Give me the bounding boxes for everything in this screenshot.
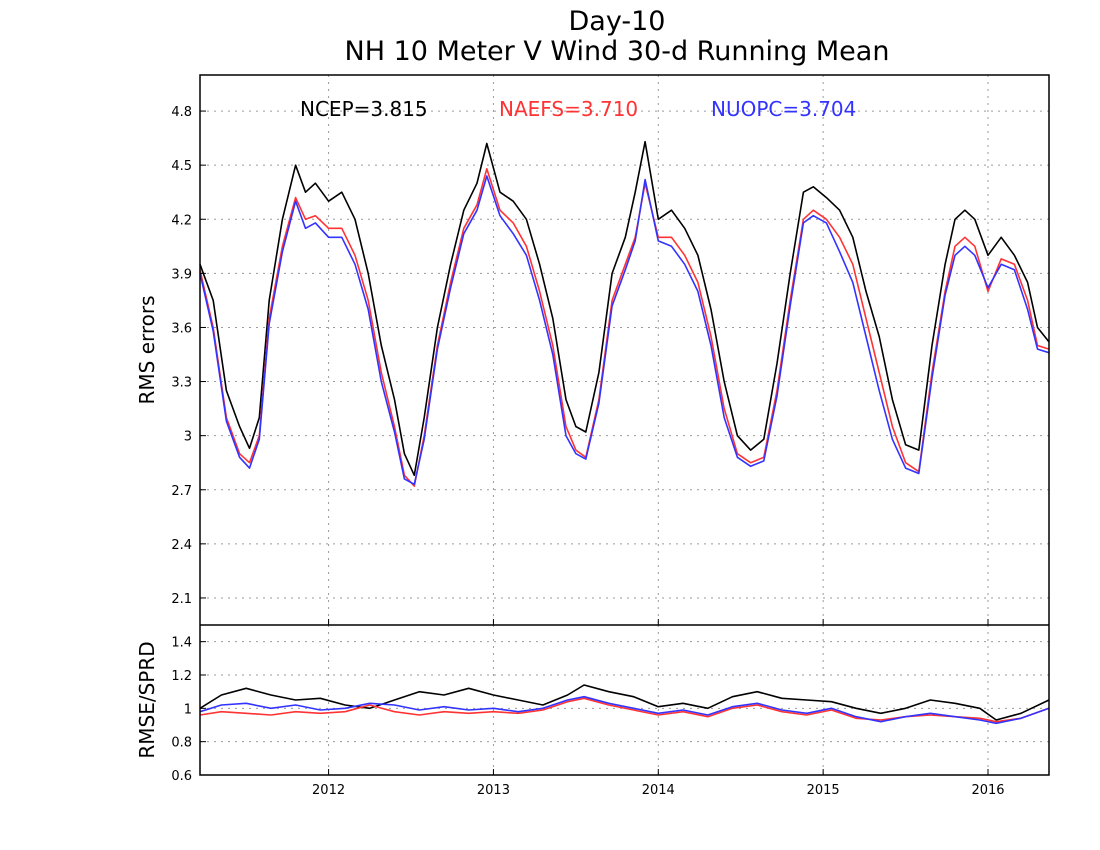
top-y-tick-label: 2.7: [171, 484, 192, 499]
bottom-series-line-ncep: [199, 684, 1050, 721]
x-tick-label: 2015: [807, 783, 840, 798]
x-tick-label: 2016: [971, 783, 1004, 798]
bottom-panel-series: [199, 684, 1050, 725]
top-y-tick-label: 3.6: [171, 321, 192, 336]
bottom-y-tick-label: 0.6: [171, 769, 192, 784]
top-panel-ticks: 2.1 2.4 2.7 3 3.3 3.6 3.9 4.2 4.5 4.8: [171, 105, 989, 625]
top-panel-grid: [200, 75, 1049, 625]
legend-entry-nuopc: NUOPC=3.704: [711, 97, 856, 121]
top-y-tick-label: 2.4: [171, 538, 192, 553]
top-series-line-ncep: [199, 140, 1050, 477]
top-y-tick-label: 2.1: [171, 592, 192, 607]
legend-entry-ncep: NCEP=3.815: [300, 97, 428, 121]
top-y-tick-label: 4.5: [171, 159, 192, 174]
top-y-axis-label: RMS errors: [135, 295, 159, 404]
top-y-tick-label: 3.3: [171, 376, 192, 391]
bottom-y-tick-label: 0.8: [171, 736, 192, 751]
bottom-y-tick-label: 1.2: [171, 669, 192, 684]
x-tick-label: 2012: [312, 783, 345, 798]
top-panel-series: [199, 140, 1050, 487]
top-y-tick-label: 3: [184, 430, 192, 445]
bottom-y-tick-label: 1.4: [171, 636, 192, 651]
legend: NCEP=3.815 NAEFS=3.710 NUOPC=3.704: [300, 97, 856, 121]
bottom-panel-ticks: 0.6 0.8 1 1.2 1.4: [171, 636, 989, 784]
plot-frame: [199, 74, 1050, 776]
bottom-y-axis-label: RMSE/SPRD: [135, 641, 159, 758]
x-axis-ticks: 2012 2013 2014 2015 2016: [312, 783, 1005, 798]
chart-title: Day-10: [569, 6, 666, 37]
x-tick-label: 2013: [477, 783, 510, 798]
top-series-line-naefs: [199, 168, 1050, 487]
legend-entry-naefs: NAEFS=3.710: [499, 97, 638, 121]
x-tick-label: 2014: [642, 783, 675, 798]
top-series-line-nuopc: [199, 175, 1050, 486]
top-y-tick-label: 3.9: [171, 267, 192, 282]
top-y-tick-label: 4.2: [171, 213, 192, 228]
bottom-series-line-nuopc: [199, 695, 1050, 725]
chart-subtitle: NH 10 Meter V Wind 30-d Running Mean: [345, 36, 890, 67]
bottom-y-tick-label: 1: [184, 702, 192, 717]
top-y-tick-label: 4.8: [171, 105, 192, 120]
